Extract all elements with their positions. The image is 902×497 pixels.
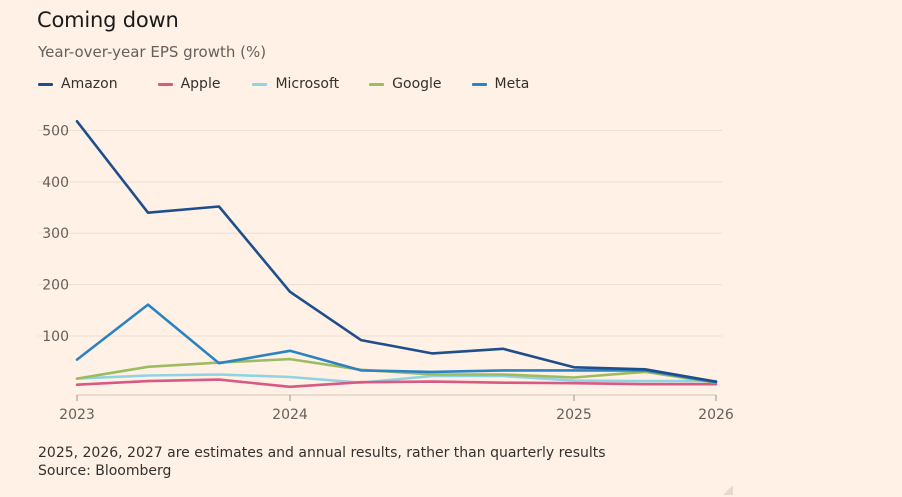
legend-item-microsoft: Microsoft — [252, 76, 339, 92]
x-tick-label-2025: 2025 — [556, 407, 592, 423]
legend-label-amazon: Amazon — [61, 76, 118, 92]
chart-title: Coming down — [37, 8, 179, 32]
source-note: Source: Bloomberg — [38, 463, 172, 479]
chart-subtitle: Year-over-year EPS growth (%) — [38, 43, 267, 61]
y-tick-label-300: 300 — [42, 226, 69, 242]
y-tick-label-400: 400 — [42, 175, 69, 191]
legend-item-apple: Apple — [157, 76, 221, 92]
chart-footnote: 2025, 2026, 2027 are estimates and annua… — [38, 444, 606, 480]
x-tick-label-2026: 2026 — [698, 407, 734, 423]
legend-label-microsoft: Microsoft — [275, 76, 340, 92]
estimates-note: 2025, 2026, 2027 are estimates and annua… — [38, 445, 606, 461]
series-line-apple — [75, 378, 718, 389]
legend-swatch-meta — [471, 82, 487, 86]
series-line-amazon — [75, 120, 718, 383]
chart-legend: Amazon Apple Microsoft Google Meta — [38, 76, 529, 92]
legend-label-meta: Meta — [494, 76, 530, 92]
legend-item-amazon: Amazon — [38, 76, 118, 92]
y-tick-label-500: 500 — [42, 124, 69, 140]
legend-item-meta: Meta — [471, 76, 530, 92]
series-line-microsoft — [75, 373, 718, 385]
x-tick-label-2023: 2023 — [59, 407, 95, 423]
legend-swatch-apple — [157, 82, 173, 86]
legend-swatch-microsoft — [252, 82, 268, 86]
legend-swatch-google — [369, 82, 385, 86]
legend-swatch-amazon — [38, 82, 53, 86]
y-tick-label-200: 200 — [42, 278, 69, 294]
legend-label-apple: Apple — [180, 76, 221, 92]
resize-corner — [723, 485, 733, 495]
y-tick-label-100: 100 — [42, 329, 69, 345]
series-line-meta — [75, 303, 718, 384]
x-tick-label-2024: 2024 — [272, 407, 308, 423]
legend-label-google: Google — [392, 76, 442, 92]
legend-item-google: Google — [369, 76, 442, 92]
